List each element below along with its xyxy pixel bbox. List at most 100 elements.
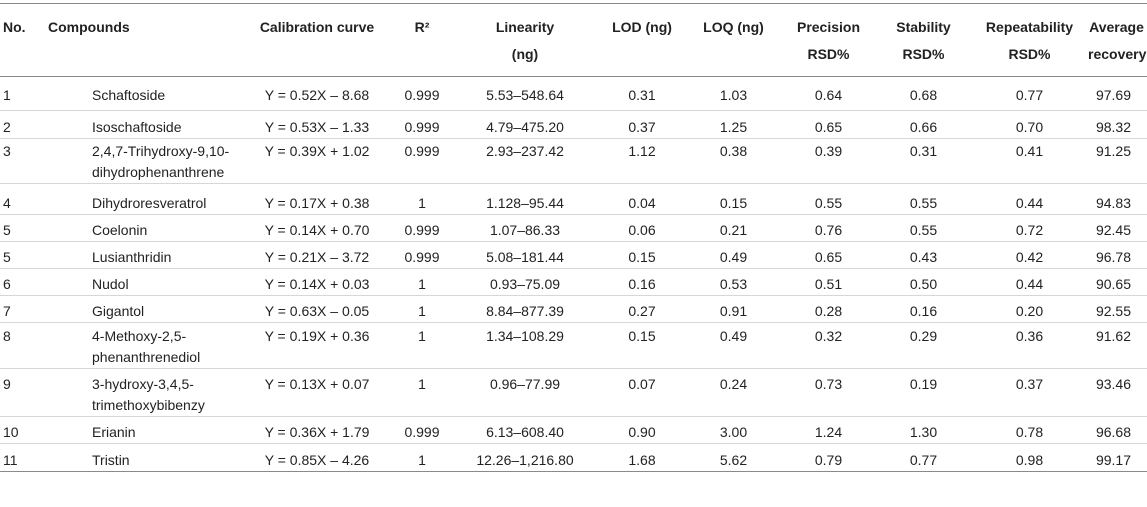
- cell-no: 9: [0, 368, 46, 417]
- cell-average-recovery: 96.78: [1088, 241, 1147, 269]
- cell-average-recovery: 92.55: [1088, 295, 1147, 323]
- cell-calibration-curve: Y = 0.63X – 0.05: [242, 295, 392, 323]
- cell-r2: 1: [392, 183, 452, 215]
- cell-stability: 0.31: [876, 138, 971, 184]
- header-precision: Precision RSD%: [781, 4, 876, 77]
- cell-repeatability: 0.42: [971, 241, 1088, 269]
- cell-stability: 0.77: [876, 443, 971, 472]
- cell-stability: 0.43: [876, 241, 971, 269]
- cell-linearity: 1.07–86.33: [452, 214, 598, 242]
- cell-compound: Schaftoside: [46, 77, 242, 111]
- cell-stability: 0.68: [909, 87, 938, 103]
- header-linearity-line2: (ng): [511, 46, 539, 62]
- cell-stability: 0.55: [876, 183, 971, 215]
- cell-calibration-curve: Y = 0.19X + 0.36: [242, 322, 392, 369]
- header-precision-line2: RSD%: [807, 46, 850, 62]
- header-repeatability-line1: Repeatability: [985, 19, 1074, 35]
- cell-compound: Gigantol: [46, 295, 242, 323]
- cell-repeatability: 0.77: [1015, 87, 1044, 103]
- cell-compound: Lusianthridin: [46, 241, 242, 269]
- cell-no: 3: [0, 138, 46, 184]
- table-row: 8 4-Methoxy-2,5- phenanthrenediol Y = 0.19X…: [0, 322, 1147, 369]
- cell-no: 5: [0, 241, 46, 269]
- cell-precision: 0.32: [781, 322, 876, 369]
- compound-name-line: Gigantol: [92, 303, 145, 319]
- compound-name-line: Erianin: [92, 424, 136, 440]
- cell-stability: 0.50: [876, 268, 971, 296]
- cell-calibration-curve: Y = 0.36X + 1.79: [242, 416, 392, 444]
- header-calibration-curve: Calibration curve: [259, 19, 375, 35]
- header-linearity-line1: Linearity: [495, 19, 555, 35]
- cell-no: 5: [0, 214, 46, 242]
- cell-loq: 0.38: [686, 138, 781, 184]
- compound-name-line: Tristin: [92, 452, 130, 468]
- table-row: 6 Nudol Y = 0.14X + 0.03 1 0.93–75.09 0.16 0.5…: [0, 268, 1147, 296]
- cell-calibration-curve: Y = 0.13X + 0.07: [242, 368, 392, 417]
- header-r2: R²: [414, 19, 430, 35]
- cell-compound: Nudol: [46, 268, 242, 296]
- cell-precision: 0.39: [781, 138, 876, 184]
- header-recovery-line1: Average: [1089, 19, 1144, 35]
- header-repeatability: Repeatability RSD%: [971, 4, 1088, 77]
- cell-lod: 0.31: [628, 87, 656, 103]
- cell-compound: 4-Methoxy-2,5- phenanthrenediol: [46, 322, 242, 369]
- cell-calibration-curve: Y = 0.21X – 3.72: [242, 241, 392, 269]
- cell-precision: 0.65: [781, 110, 876, 139]
- cell-repeatability: 0.44: [971, 268, 1088, 296]
- cell-average-recovery: 98.32: [1088, 110, 1147, 139]
- cell-repeatability: 0.70: [971, 110, 1088, 139]
- cell-lod: 0.27: [598, 295, 686, 323]
- cell-compound: 3-hydroxy-3,4,5- trimethoxybibenzy: [46, 368, 242, 417]
- cell-compound: Isoschaftoside: [46, 110, 242, 139]
- cell-loq: 0.21: [686, 214, 781, 242]
- calibration-table: No. Compounds Calibration curve R² Linea…: [0, 3, 1147, 472]
- cell-repeatability: 0.37: [971, 368, 1088, 417]
- compound-name-line: trimethoxybibenzy: [92, 397, 205, 413]
- cell-linearity: 5.08–181.44: [452, 241, 598, 269]
- cell-no: 6: [0, 268, 46, 296]
- cell-linearity: 1.128–95.44: [452, 183, 598, 215]
- cell-repeatability: 0.72: [971, 214, 1088, 242]
- table-header-row: No. Compounds Calibration curve R² Linea…: [0, 3, 1147, 77]
- header-repeatability-line2: RSD%: [1008, 46, 1051, 62]
- table-row: 3 2,4,7-Trihydroxy-9,10- dihydrophenanthre…: [0, 138, 1147, 184]
- cell-r2: 0.999: [392, 241, 452, 269]
- cell-no: 7: [0, 295, 46, 323]
- cell-precision: 0.64: [814, 87, 843, 103]
- header-stability-line1: Stability: [896, 19, 951, 35]
- table-row: 9 3-hydroxy-3,4,5- trimethoxybibenzy Y = 0.…: [0, 368, 1147, 417]
- table-row: 2 Isoschaftoside Y = 0.53X – 1.33 0.999 4.79…: [0, 110, 1147, 139]
- cell-lod: 0.37: [598, 110, 686, 139]
- cell-calibration-curve: Y = 0.17X + 0.38: [242, 183, 392, 215]
- cell-compound: Coelonin: [46, 214, 242, 242]
- table-body: 1 Schaftoside Y = 0.52X – 8.68 0.999 5.53–54…: [0, 77, 1147, 472]
- cell-average-recovery: 93.46: [1088, 368, 1147, 417]
- compound-name-line: Dihydroresveratrol: [92, 195, 207, 211]
- cell-lod: 0.16: [598, 268, 686, 296]
- cell-compound: 2,4,7-Trihydroxy-9,10- dihydrophenanthren…: [46, 138, 242, 184]
- compound-name-line: 4-Methoxy-2,5-: [92, 328, 187, 344]
- cell-stability: 0.29: [876, 322, 971, 369]
- cell-average-recovery: 96.68: [1088, 416, 1147, 444]
- cell-no: 1: [3, 87, 11, 103]
- cell-r2: 1: [392, 268, 452, 296]
- header-stability-line2: RSD%: [902, 46, 945, 62]
- cell-repeatability: 0.78: [971, 416, 1088, 444]
- cell-no: 8: [0, 322, 46, 369]
- cell-loq: 3.00: [686, 416, 781, 444]
- cell-linearity: 1.34–108.29: [452, 322, 598, 369]
- cell-precision: 0.28: [781, 295, 876, 323]
- cell-repeatability: 0.44: [971, 183, 1088, 215]
- header-linearity: Linearity (ng): [452, 4, 598, 77]
- cell-loq: 0.49: [686, 322, 781, 369]
- cell-average-recovery: 99.17: [1088, 443, 1147, 472]
- cell-calibration-curve: Y = 0.85X – 4.26: [242, 443, 392, 472]
- cell-precision: 0.79: [781, 443, 876, 472]
- cell-r2: 1: [392, 368, 452, 417]
- cell-stability: 0.66: [876, 110, 971, 139]
- cell-linearity: 2.93–237.42: [452, 138, 598, 184]
- compound-name-line: Schaftoside: [92, 87, 166, 103]
- cell-loq: 0.49: [686, 241, 781, 269]
- cell-lod: 0.07: [598, 368, 686, 417]
- cell-loq: 0.15: [686, 183, 781, 215]
